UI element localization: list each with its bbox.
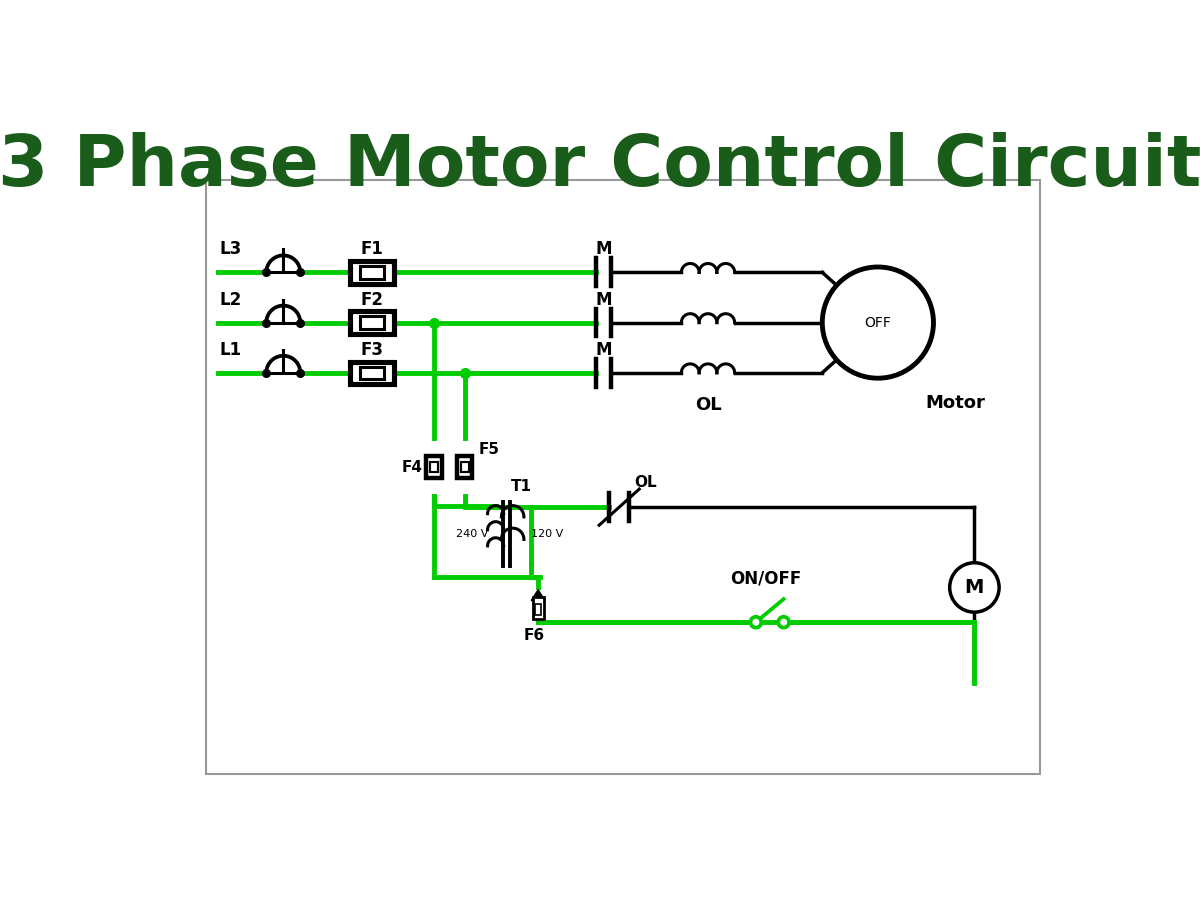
- Circle shape: [949, 562, 1000, 612]
- Text: L1: L1: [220, 341, 241, 359]
- Text: 3 Phase Motor Control Circuit: 3 Phase Motor Control Circuit: [0, 132, 1200, 201]
- Text: L3: L3: [220, 240, 241, 258]
- Text: F1: F1: [361, 240, 384, 258]
- Bar: [426, 456, 442, 479]
- Bar: [535, 604, 541, 616]
- Bar: [350, 261, 394, 284]
- Bar: [350, 362, 394, 384]
- Text: M: M: [595, 240, 612, 258]
- Text: M: M: [595, 291, 612, 309]
- Text: T1: T1: [511, 479, 532, 494]
- Text: ON/OFF: ON/OFF: [731, 570, 802, 588]
- Text: OL: OL: [635, 475, 658, 491]
- Text: 240 V: 240 V: [456, 529, 488, 539]
- Circle shape: [750, 616, 761, 627]
- Circle shape: [822, 267, 934, 378]
- Text: M: M: [965, 578, 984, 597]
- Text: F6: F6: [523, 628, 545, 644]
- Text: F3: F3: [360, 341, 384, 359]
- Bar: [350, 311, 394, 334]
- Text: L2: L2: [220, 291, 241, 309]
- Bar: [360, 366, 384, 379]
- Bar: [206, 180, 1040, 774]
- Text: F2: F2: [360, 291, 384, 309]
- Text: F4: F4: [402, 460, 422, 475]
- Bar: [360, 317, 384, 328]
- Polygon shape: [532, 590, 545, 600]
- Bar: [430, 463, 438, 473]
- Text: 120 V: 120 V: [532, 529, 564, 539]
- Circle shape: [779, 616, 790, 627]
- Text: Motor: Motor: [925, 393, 985, 411]
- Text: OFF: OFF: [864, 316, 892, 329]
- Bar: [457, 456, 473, 479]
- Bar: [461, 463, 469, 473]
- Text: M: M: [595, 341, 612, 359]
- Bar: [360, 266, 384, 279]
- Text: OL: OL: [695, 396, 721, 414]
- Text: F5: F5: [479, 442, 499, 457]
- Bar: [533, 598, 544, 619]
